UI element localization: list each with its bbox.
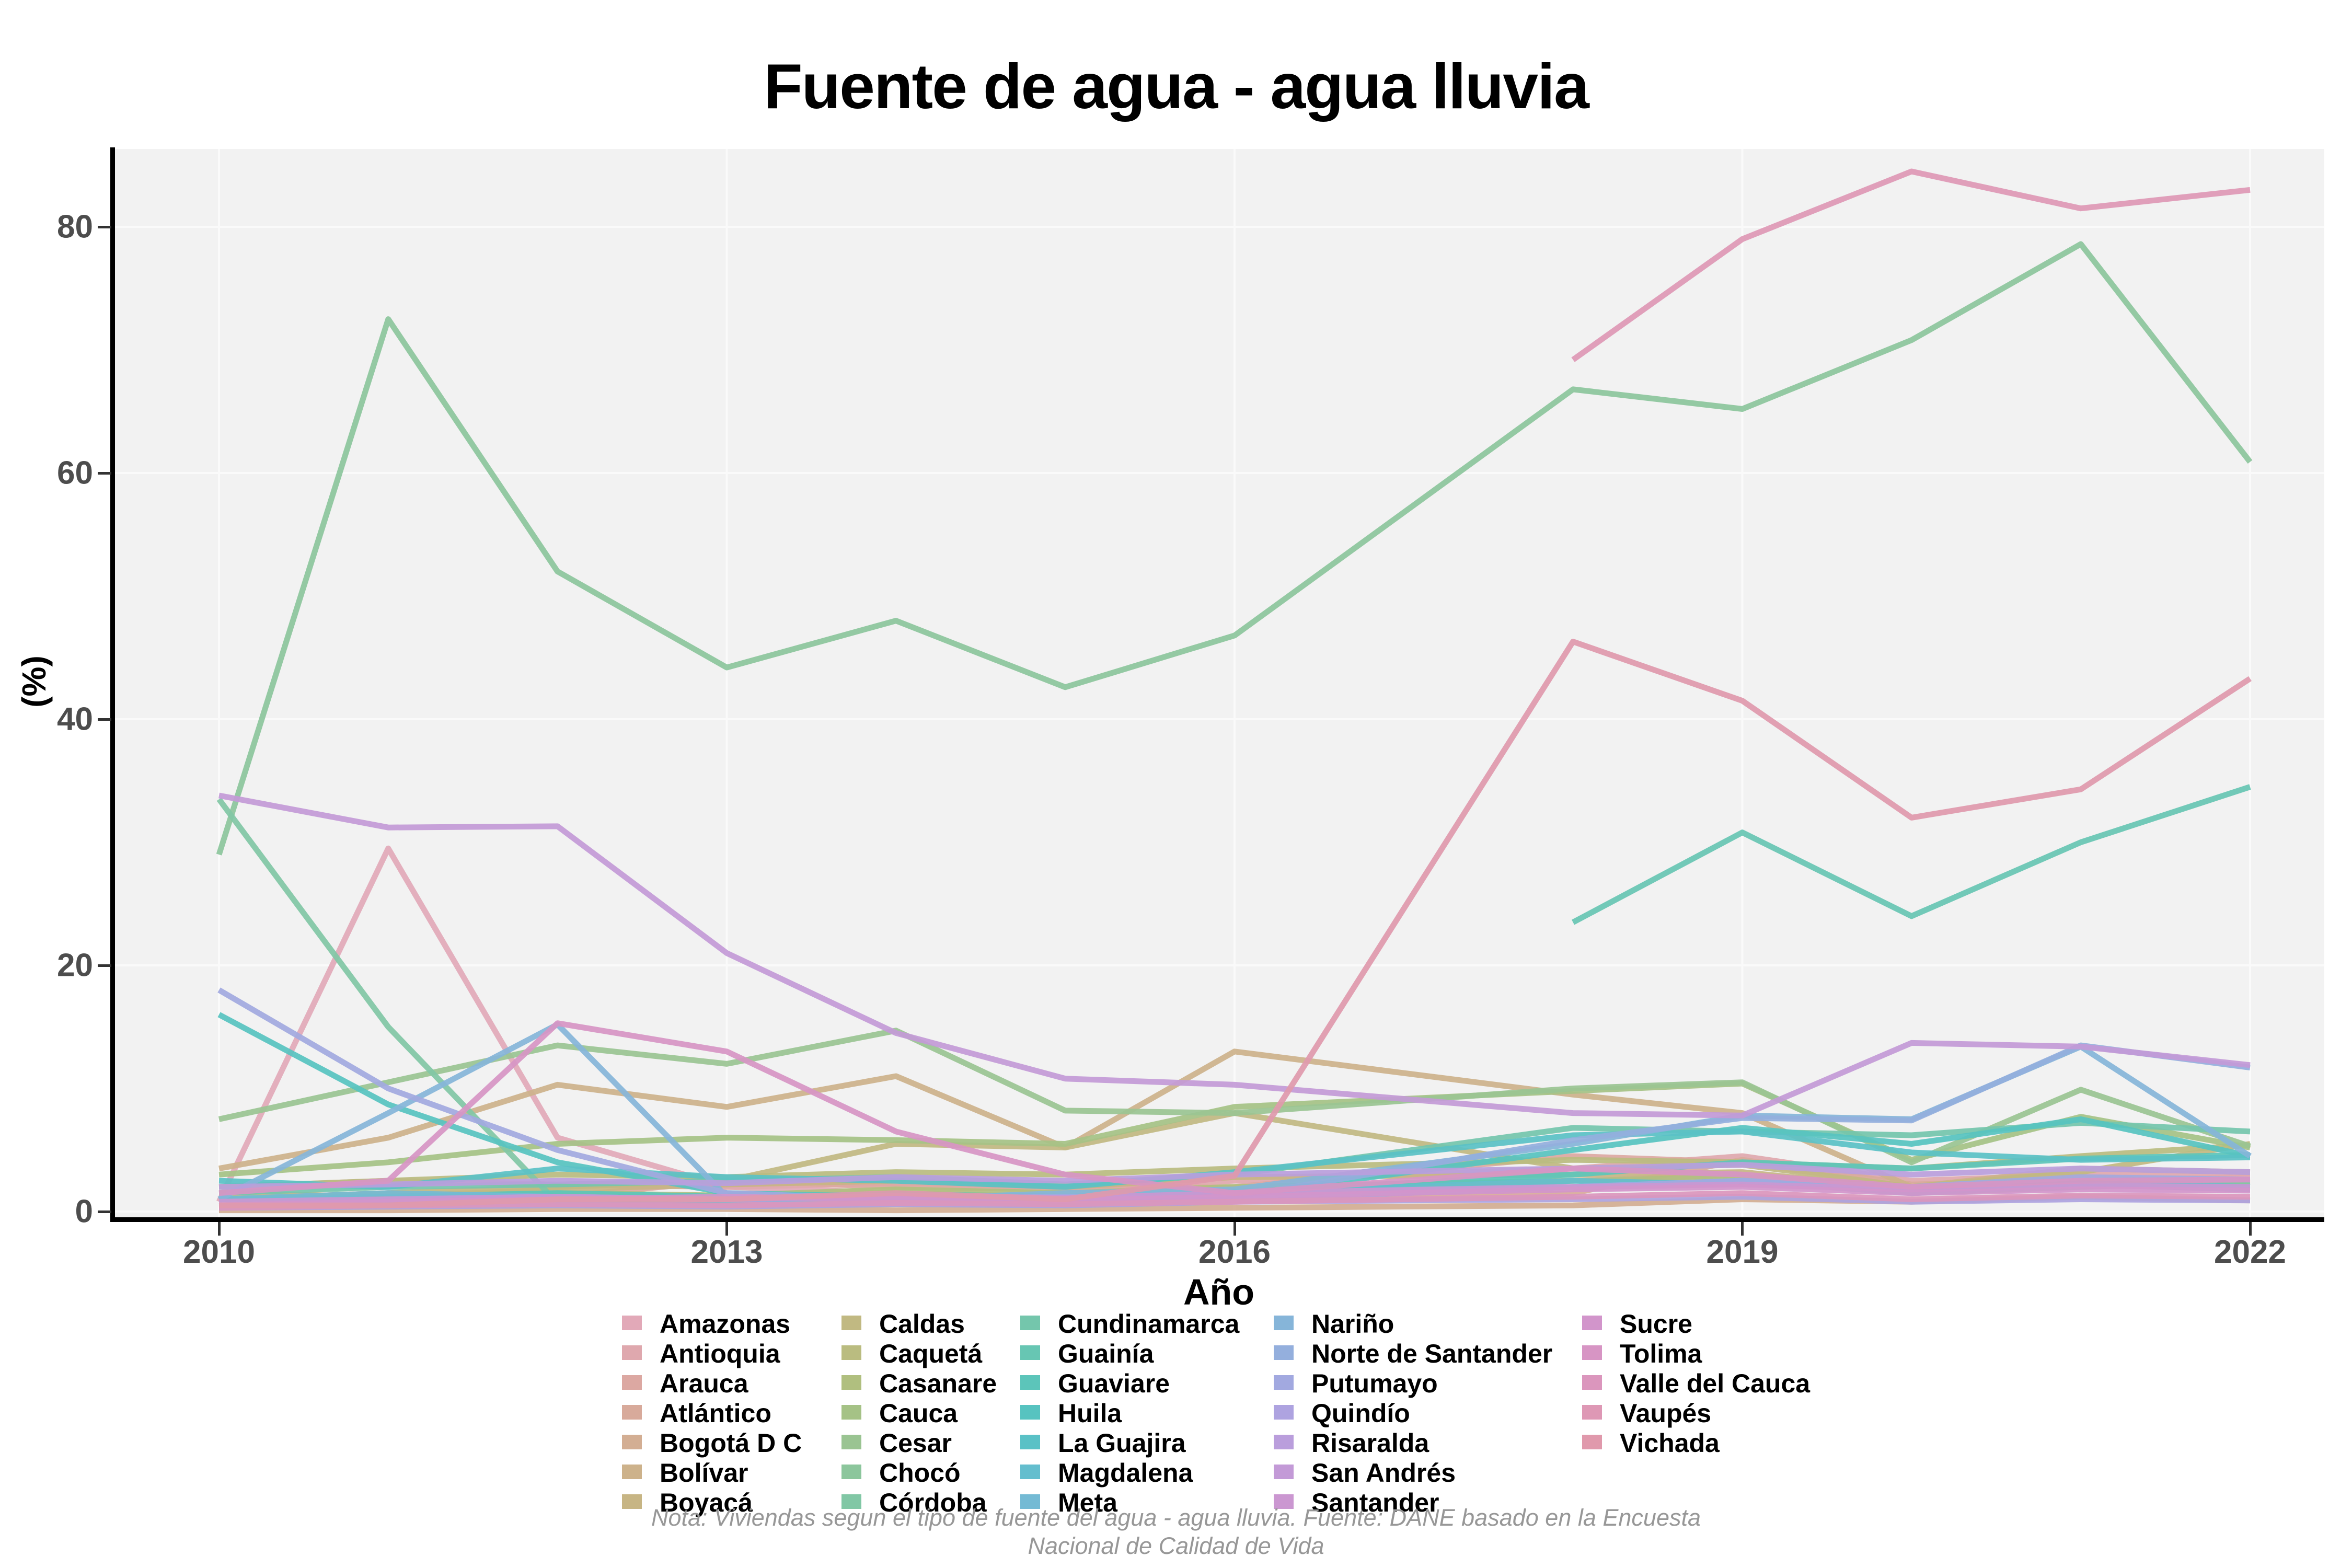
legend-label: Vichada [1620,1428,1720,1458]
y-axis-title: (%) [15,655,53,708]
legend-swatch [1582,1345,1602,1360]
legend-swatch [1274,1405,1294,1420]
legend-label: Risaralda [1311,1428,1429,1458]
legend-label: Caldas [879,1309,965,1339]
legend-swatch [841,1375,861,1390]
x-axis-line [110,1217,2324,1222]
legend-swatch [841,1345,861,1360]
legend-swatch [841,1405,861,1420]
y-tick-mark [98,226,111,228]
legend-label: Atlántico [660,1399,771,1428]
legend-swatch [1274,1316,1294,1330]
legend-label: Cauca [879,1399,958,1428]
x-tick-label: 2019 [1706,1234,1779,1270]
legend-swatch [1582,1316,1602,1330]
legend-label: San Andrés [1311,1458,1456,1488]
legend-label: Guainía [1058,1339,1154,1368]
legend-swatch [1020,1435,1040,1449]
legend-swatch [1582,1435,1602,1449]
legend-swatch [622,1375,642,1390]
x-tick-mark [218,1222,221,1236]
legend-swatch [1274,1435,1294,1449]
legend-label: Bolívar [660,1458,748,1488]
legend-swatch [1020,1345,1040,1360]
footnote-line-1: Nota: Viviendas segun el tipo de fuente … [651,1504,1701,1531]
y-tick-label: 60 [57,455,93,491]
legend-label: Quindío [1311,1399,1410,1428]
legend-label: Arauca [660,1369,748,1398]
legend-swatch [1020,1316,1040,1330]
x-axis-title: Año [1183,1272,1255,1312]
y-tick-mark [98,1210,111,1213]
y-tick-mark [98,472,111,475]
legend-label: Bogotá D C [660,1428,802,1458]
y-tick-label: 20 [57,947,93,984]
legend-label: Putumayo [1311,1369,1438,1398]
legend-swatch [622,1405,642,1420]
legend-swatch [622,1345,642,1360]
legend-swatch [1582,1405,1602,1420]
footnote-line-2: Nacional de Calidad de Vida [1028,1532,1324,1559]
legend-swatch [1274,1465,1294,1479]
legend-swatch [841,1465,861,1479]
x-tick-label: 2016 [1198,1234,1271,1270]
legend-label: Caquetá [879,1339,983,1368]
line-chocó [216,241,2253,856]
legend-label: Cesar [879,1428,952,1458]
y-tick-mark [98,964,111,967]
legend-swatch [1582,1375,1602,1390]
legend-swatch [1020,1405,1040,1420]
legend-swatch [1020,1375,1040,1390]
legend-swatch [1274,1375,1294,1390]
legend-swatch [841,1435,861,1449]
legend-swatch [622,1316,642,1330]
legend-label: Amazonas [660,1309,791,1339]
legend-label: Valle del Cauca [1620,1369,1811,1398]
y-tick-label: 40 [57,701,93,737]
legend-label: Huila [1058,1399,1122,1428]
x-tick-label: 2013 [690,1234,763,1270]
x-tick-label: 2022 [2213,1234,2286,1270]
x-tick-label: 2010 [183,1234,255,1270]
legend-label: Chocó [879,1458,961,1488]
line-vaupés [1571,168,2251,362]
legend-label: Tolima [1620,1339,1702,1368]
legend-label: Antioquia [660,1339,780,1368]
legend-swatch [841,1316,861,1330]
chart-title: Fuente de agua - agua lluvia [764,51,1589,122]
legend-label: Guaviare [1058,1369,1170,1398]
y-tick-label: 0 [75,1193,93,1230]
y-tick-mark [98,718,111,721]
legend-label: Norte de Santander [1311,1339,1553,1368]
legend-swatch [622,1465,642,1479]
legend-swatch [622,1435,642,1449]
line-tolima [218,1020,2251,1196]
legend-label: Vaupés [1620,1399,1712,1428]
line-guainía [1572,784,2251,925]
legend-label: Casanare [879,1369,997,1398]
legend-label: Magdalena [1058,1458,1193,1488]
legend-swatch [1020,1465,1040,1479]
line-valle-del-cauca [218,1190,2251,1211]
line-san-andrés [218,792,2251,1119]
y-axis-line [110,147,115,1222]
legend-label: Cundinamarca [1058,1309,1240,1339]
plot-panel [113,149,2324,1218]
legend-label: Nariño [1311,1309,1394,1339]
line-risaralda [218,1162,2251,1190]
x-tick-mark [1741,1222,1744,1236]
line-chart [113,149,2324,1218]
x-tick-mark [725,1222,729,1236]
x-tick-mark [2249,1222,2252,1236]
x-tick-mark [1233,1222,1236,1236]
legend-label: La Guajira [1058,1428,1186,1458]
y-tick-label: 80 [57,209,93,245]
legend-label: Sucre [1620,1309,1692,1339]
line-vichada [219,639,2252,1208]
legend-swatch [1274,1345,1294,1360]
